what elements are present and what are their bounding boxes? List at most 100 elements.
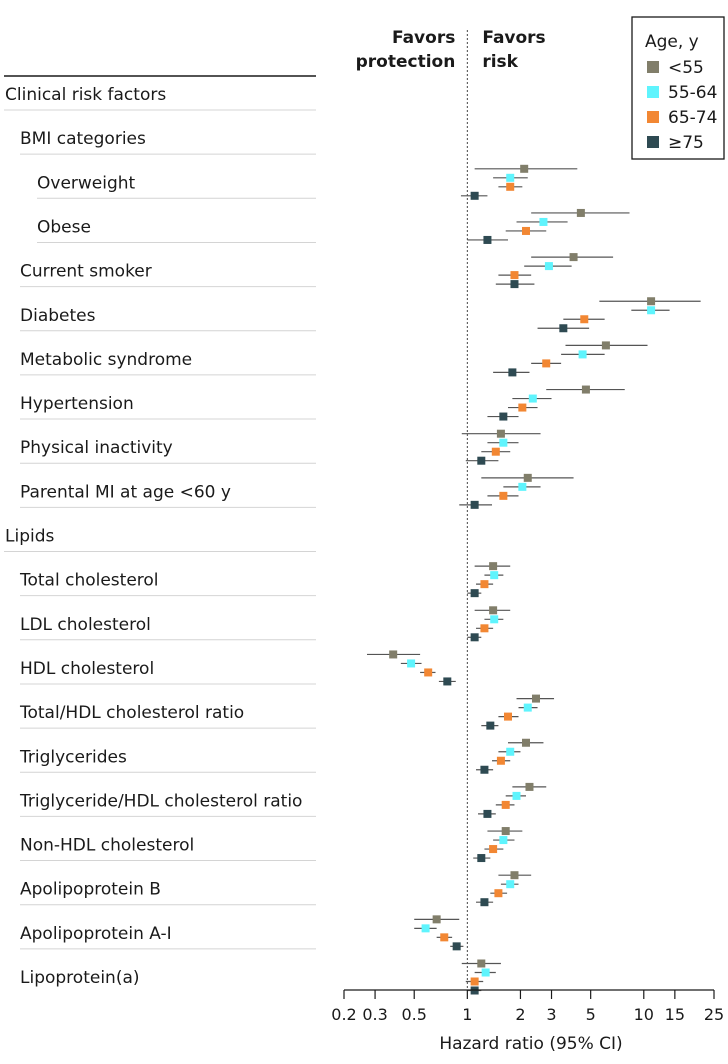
point-estimate [647,306,656,315]
point-estimate [499,438,508,447]
point-estimate [470,500,479,509]
point-estimate [452,942,461,951]
point-estimate [470,977,479,986]
point-estimate [470,633,479,642]
point-estimate [508,368,517,377]
section-label: Clinical risk factors [5,85,166,105]
point-estimate [544,262,553,271]
x-tick-label: 0.3 [362,1005,387,1024]
point-estimate [499,491,508,500]
point-estimate [521,226,530,235]
point-estimate [483,809,492,818]
point-estimate [506,880,515,889]
point-estimate [421,924,430,933]
legend-label: ≥75 [668,133,704,153]
point-estimate [520,164,529,173]
point-estimate [532,694,541,703]
row-label: Apolipoprotein B [20,880,161,900]
point-estimate [501,800,510,809]
x-tick-label: 5 [586,1005,596,1024]
header-favors-risk: Favors [482,28,545,48]
point-estimate [440,933,449,942]
point-estimate [389,650,398,659]
point-estimate [501,827,510,836]
point-estimate [477,456,486,465]
row-label: Total/HDL cholesterol ratio [19,703,244,723]
point-estimate [490,571,499,580]
legend-label: 65-74 [668,108,717,128]
row-label: Triglyceride/HDL cholesterol ratio [19,791,302,811]
point-estimate [443,677,452,686]
row-label: Hypertension [20,394,134,414]
legend-swatch [647,61,659,73]
header-favors-risk: risk [482,52,518,72]
point-estimate [489,845,498,854]
legend-swatch [647,111,659,123]
point-estimate [483,235,492,244]
row-label: Overweight [37,173,136,193]
row-label: Triglycerides [19,747,127,767]
row-label: HDL cholesterol [20,659,154,679]
row-label: Metabolic syndrome [20,350,192,370]
point-estimate [480,580,489,589]
point-estimate [569,253,578,262]
point-estimate [506,173,515,182]
point-estimate [510,871,519,880]
point-estimate [432,915,441,924]
point-estimate [489,606,498,615]
point-estimate [580,315,589,324]
point-estimate [518,482,527,491]
point-estimate [539,217,548,226]
point-estimate [480,898,489,907]
point-estimate [512,791,521,800]
row-label: Diabetes [20,306,96,326]
legend-title: Age, y [645,32,699,52]
point-estimate [491,447,500,456]
point-estimate [486,721,495,730]
x-tick-label: 25 [704,1005,724,1024]
point-estimate [521,738,530,747]
row-label: Parental MI at age <60 y [20,482,231,502]
point-estimate [559,324,568,333]
row-label: Apolipoprotein A-I [20,924,172,944]
point-estimate [480,765,489,774]
point-estimate [647,297,656,306]
row-label: Physical inactivity [20,438,173,458]
header-favors-protection: protection [356,52,456,72]
point-estimate [480,624,489,633]
point-estimate [518,403,527,412]
point-estimate [470,589,479,598]
x-tick-label: 3 [546,1005,556,1024]
point-estimate [470,191,479,200]
row-label: Current smoker [20,262,152,282]
x-tick-label: 0.2 [331,1005,356,1024]
point-estimate [489,562,498,571]
point-estimate [496,429,505,438]
legend-swatch [647,86,659,98]
point-estimate [510,280,519,289]
point-estimate [499,836,508,845]
legend-label: 55-64 [668,83,717,103]
x-tick-label: 10 [634,1005,654,1024]
row-label: Lipoprotein(a) [20,968,140,988]
point-estimate [506,747,515,756]
point-estimate [525,782,534,791]
x-tick-label: 2 [515,1005,525,1024]
point-estimate [506,182,515,191]
point-estimate [581,385,590,394]
point-estimate [481,968,490,977]
point-estimate [523,703,532,712]
row-label: LDL cholesterol [20,615,151,635]
point-estimate [576,208,585,217]
point-estimate [490,615,499,624]
row-label: BMI categories [20,129,146,149]
x-axis-title: Hazard ratio (95% CI) [439,1034,622,1054]
point-estimate [477,854,486,863]
point-estimate [499,412,508,421]
point-estimate [424,668,433,677]
point-estimate [523,473,532,482]
row-label: Non-HDL cholesterol [20,836,194,856]
point-estimate [601,341,610,350]
x-tick-label: 1 [462,1005,472,1024]
